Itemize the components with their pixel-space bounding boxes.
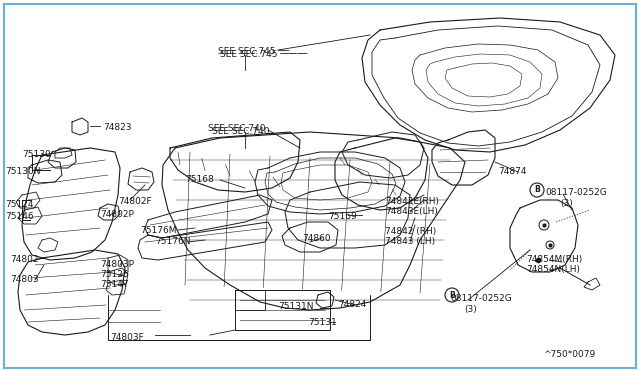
Text: 74802P: 74802P xyxy=(100,210,134,219)
Text: 74803F: 74803F xyxy=(110,333,144,342)
Text: 08117-0252G: 08117-0252G xyxy=(545,188,607,197)
Text: 75176N: 75176N xyxy=(155,237,191,246)
Text: 74843E(LH): 74843E(LH) xyxy=(385,207,438,216)
Text: 75124: 75124 xyxy=(5,200,33,209)
Text: 75125: 75125 xyxy=(100,270,129,279)
Text: 75146: 75146 xyxy=(5,212,34,221)
Text: 74854M(RH): 74854M(RH) xyxy=(526,255,582,264)
Text: 74802F: 74802F xyxy=(118,197,152,206)
Text: 75130: 75130 xyxy=(22,150,51,159)
Text: 75168: 75168 xyxy=(185,175,214,184)
Text: 74824: 74824 xyxy=(338,300,366,309)
Text: ^750*0079: ^750*0079 xyxy=(543,350,595,359)
Text: 08117-0252G: 08117-0252G xyxy=(450,294,512,303)
Text: 75169: 75169 xyxy=(328,212,356,221)
Text: 74803P: 74803P xyxy=(100,260,134,269)
Text: 74854N(LH): 74854N(LH) xyxy=(526,265,580,274)
Text: 74802: 74802 xyxy=(10,255,38,264)
Text: 74842E(RH): 74842E(RH) xyxy=(385,197,439,206)
Text: 75131: 75131 xyxy=(308,318,337,327)
Text: 74842 (RH): 74842 (RH) xyxy=(385,227,436,236)
Text: 74860: 74860 xyxy=(302,234,331,243)
Text: SEE SEC.745 ──: SEE SEC.745 ── xyxy=(218,47,289,56)
Text: 75147: 75147 xyxy=(100,280,129,289)
Text: SEE SEC.745 ─────: SEE SEC.745 ───── xyxy=(220,50,307,59)
Text: 74843 (LH): 74843 (LH) xyxy=(385,237,435,246)
Text: SEE SEC.740: SEE SEC.740 xyxy=(208,124,266,133)
Text: SEE SEC.740: SEE SEC.740 xyxy=(212,127,269,136)
Text: B: B xyxy=(449,291,455,299)
Text: 74823: 74823 xyxy=(103,123,131,132)
Text: (3): (3) xyxy=(464,305,477,314)
Text: 75130N: 75130N xyxy=(5,167,40,176)
Text: B: B xyxy=(534,186,540,195)
Text: (3): (3) xyxy=(560,199,573,208)
Text: 75176M: 75176M xyxy=(140,226,177,235)
Text: 74874: 74874 xyxy=(498,167,527,176)
Text: 74803: 74803 xyxy=(10,275,38,284)
Text: 75131N: 75131N xyxy=(278,302,314,311)
